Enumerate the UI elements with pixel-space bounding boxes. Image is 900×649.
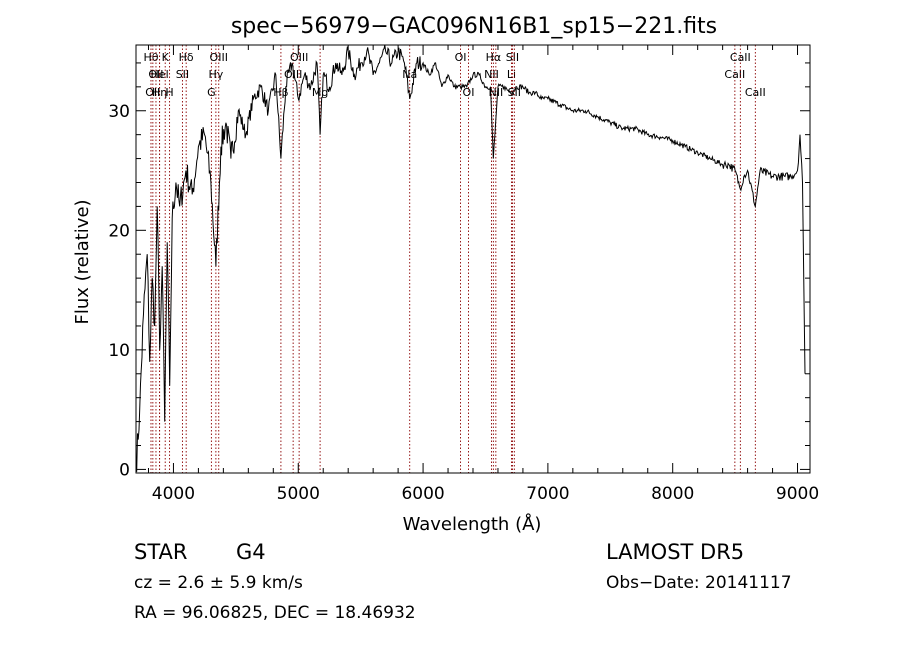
redshift-readout: cz = 2.6 ± 5.9 km/s [134,573,303,593]
survey-name: LAMOST DR5 [606,540,745,564]
x-tick-label-5: 9000 [776,484,819,504]
spectral-line-markers: HθOIIOIIHelHηKHSIIHδGHγOIIIHβOIIIOIIIMgN… [143,45,766,473]
axis-ticks: 4000 5000 6000 7000 8000 9000 0 10 20 30 [108,45,819,504]
line-label-18: OI [463,86,475,99]
line-label-21: NII [488,86,503,99]
object-subclass: G4 [236,540,266,564]
line-label-26: CaII [730,51,751,64]
line-label-5: K [162,51,170,64]
y-tick-label-2: 20 [108,221,130,241]
object-class: STAR [134,540,188,564]
line-label-17: OI [455,51,467,64]
coordinates-readout: RA = 96.06825, DEC = 18.46932 [134,603,416,623]
x-tick-label-4: 8000 [651,484,694,504]
line-label-8: Hδ [179,51,194,64]
line-label-7: SII [176,68,189,81]
line-label-14: OIII [290,51,308,64]
y-axis-label: Flux (relative) [72,199,93,324]
line-label-4: Hη [152,86,167,99]
line-label-0: Hθ [143,51,158,64]
x-tick-label-3: 7000 [526,484,569,504]
x-tick-label-1: 5000 [277,484,320,504]
line-label-23: SII [506,51,519,64]
chart-title: spec−56979−GAC096N16B1_sp15−221.fits [231,14,717,39]
line-label-10: Hγ [208,68,223,81]
line-label-20: Hα [486,51,502,64]
line-label-2: OII [145,86,160,99]
line-label-25: CaII [724,68,745,81]
y-tick-label-1: 10 [108,341,130,361]
line-label-22: Li [507,68,516,81]
flux-line [135,44,806,472]
line-label-12: Hβ [273,86,288,99]
line-label-11: OIII [210,51,228,64]
line-label-19: NII [484,68,499,81]
y-tick-label-0: 0 [119,460,130,480]
x-tick-label-0: 4000 [152,484,195,504]
line-label-15: Mg [312,86,328,99]
plot-frame [135,44,811,474]
flux-series [135,44,806,472]
x-axis-label: Wavelength (Å) [403,513,542,535]
line-label-27: CaII [745,86,766,99]
y-tick-label-3: 30 [108,102,130,122]
line-label-9: G [207,86,216,99]
observation-date: Obs−Date: 20141117 [606,573,792,593]
x-tick-label-2: 6000 [401,484,444,504]
line-label-6: H [165,86,173,99]
